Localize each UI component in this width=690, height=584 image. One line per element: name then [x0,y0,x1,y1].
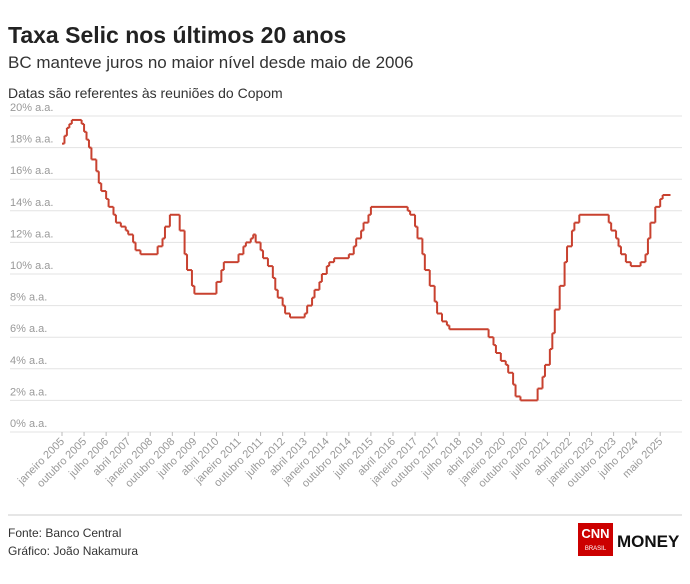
y-tick-label: 0% a.a. [10,418,47,430]
y-tick-label: 14% a.a. [10,197,53,209]
y-tick-label: 18% a.a. [10,134,53,146]
y-tick-label: 12% a.a. [10,228,53,240]
y-tick-label: 8% a.a. [10,292,47,304]
chart-title: Taxa Selic nos últimos 20 anos [8,22,346,48]
y-tick-label: 10% a.a. [10,260,53,272]
chart-subtitle: BC manteve juros no maior nível desde ma… [8,53,413,72]
logo-money: MONEY [617,532,680,551]
chart-note: Datas são referentes às reuniões do Copo… [8,85,283,101]
y-tick-label: 16% a.a. [10,165,53,177]
y-tick-label: 6% a.a. [10,323,47,335]
y-tick-label: 2% a.a. [10,386,47,398]
logo-cnn: CNN [581,526,609,541]
logo-box [578,523,613,556]
y-tick-label: 20% a.a. [10,102,53,114]
logo-brasil: BRASIL [585,546,607,552]
source: Fonte: Banco Central [8,526,121,540]
credit: Gráfico: João Nakamura [8,544,138,558]
y-tick-label: 4% a.a. [10,355,47,367]
